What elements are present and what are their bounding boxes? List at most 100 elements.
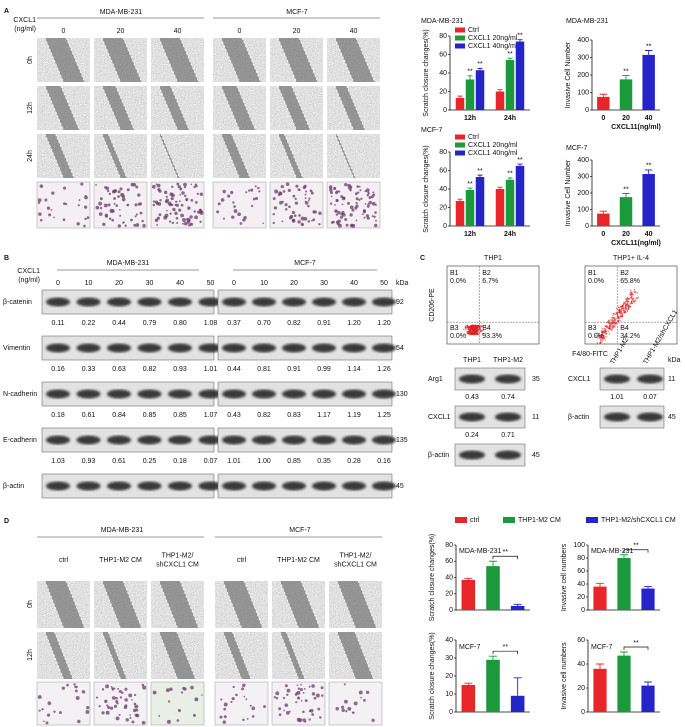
quant-value: 1.14 xyxy=(347,366,361,373)
legend-label: THP1-M2/shCXCL1 CM xyxy=(601,517,676,524)
quadrant-label: B3 xyxy=(450,325,459,332)
event-dot xyxy=(626,310,628,312)
cell xyxy=(318,223,321,226)
cell xyxy=(80,182,84,186)
event-dot xyxy=(615,307,618,310)
event-dot xyxy=(607,322,609,324)
quadrant-percent: 0.0% xyxy=(450,278,466,285)
cell xyxy=(119,214,122,217)
error-bar xyxy=(488,560,498,567)
band xyxy=(46,297,70,307)
quadrant-label: B2 xyxy=(620,270,629,277)
band xyxy=(312,435,336,445)
x-axis-label: CXCL11(ng/ml) xyxy=(611,240,661,247)
error-bar xyxy=(620,554,628,558)
cell xyxy=(275,691,280,696)
cell xyxy=(371,718,375,722)
panel-label: B xyxy=(4,255,9,262)
event-dot xyxy=(475,331,477,334)
cell xyxy=(312,210,316,214)
cell xyxy=(293,214,297,217)
event-dot xyxy=(473,333,475,336)
y-tick-label: 200 xyxy=(577,190,589,197)
bar xyxy=(515,41,525,110)
cell xyxy=(86,216,90,219)
event-dot xyxy=(475,333,478,335)
cell xyxy=(222,217,225,220)
quant-value: 0.93 xyxy=(173,366,187,373)
cell xyxy=(125,718,129,722)
kda-value: 11 xyxy=(668,376,675,383)
dose-label: 0 xyxy=(56,280,60,287)
x-tick-label: 12h xyxy=(464,231,476,238)
cell xyxy=(111,218,114,222)
cell xyxy=(335,707,339,711)
cell xyxy=(304,197,307,200)
cell xyxy=(300,216,305,221)
cell xyxy=(250,188,254,192)
cell xyxy=(302,710,305,714)
cell xyxy=(76,222,80,226)
wound xyxy=(220,134,251,178)
wound-edge xyxy=(336,580,356,629)
wound xyxy=(336,632,374,679)
cell xyxy=(239,222,243,225)
cell xyxy=(176,719,180,722)
cell xyxy=(123,705,128,710)
event-dot xyxy=(621,307,623,310)
cell xyxy=(251,715,255,718)
cell xyxy=(170,196,174,201)
y-tick-label: 0 xyxy=(581,709,585,716)
treatment-label: CXCL1 xyxy=(17,268,40,275)
cell xyxy=(341,210,345,215)
band xyxy=(372,389,396,399)
cell xyxy=(101,711,105,715)
y-tick-label: 40 xyxy=(445,574,453,581)
band xyxy=(342,435,366,445)
bar xyxy=(642,174,655,226)
event-dot xyxy=(619,320,621,322)
band xyxy=(168,343,192,353)
event-dot xyxy=(605,331,607,333)
chart-title: MCF-7 xyxy=(566,145,587,152)
cell xyxy=(231,697,235,701)
event-dot xyxy=(605,336,607,338)
band xyxy=(252,389,276,399)
cell xyxy=(73,683,76,686)
event-dot xyxy=(626,301,629,303)
event-dot xyxy=(623,302,625,305)
cell xyxy=(336,199,339,202)
cell xyxy=(156,224,158,226)
cell xyxy=(291,218,296,222)
event-dot xyxy=(465,328,467,330)
wound xyxy=(277,86,311,130)
legend-label: Ctrl xyxy=(468,134,479,141)
cell xyxy=(337,219,341,223)
cell xyxy=(115,696,118,700)
cell xyxy=(364,203,367,205)
cell xyxy=(279,191,283,196)
cell xyxy=(355,197,359,201)
protein-label: N-cadherin xyxy=(3,391,37,398)
event-dot xyxy=(611,320,614,322)
wound xyxy=(220,38,261,82)
panel-label: D xyxy=(4,518,9,525)
cell xyxy=(345,223,349,227)
wound xyxy=(277,134,303,178)
cell xyxy=(179,193,182,196)
flow-title: THP1+ IL-4 xyxy=(613,255,649,262)
event-dot xyxy=(621,306,624,308)
bar xyxy=(597,96,610,110)
cell xyxy=(340,195,344,199)
bar xyxy=(641,685,655,712)
event-dot xyxy=(613,312,615,315)
band xyxy=(198,435,223,445)
wound-edge xyxy=(122,580,143,629)
wound xyxy=(158,86,190,130)
error-bar xyxy=(497,89,503,92)
cell xyxy=(158,189,162,193)
band xyxy=(459,412,485,422)
cell xyxy=(167,700,171,703)
wound-edge xyxy=(336,631,356,680)
cell xyxy=(308,197,311,200)
